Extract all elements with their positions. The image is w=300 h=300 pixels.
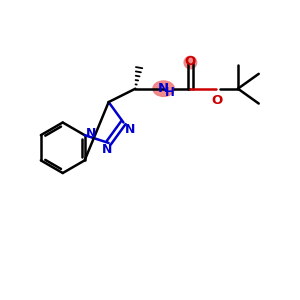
Text: N: N <box>158 82 169 95</box>
Text: O: O <box>185 55 196 68</box>
Ellipse shape <box>184 56 196 69</box>
Text: H: H <box>165 86 175 99</box>
Ellipse shape <box>153 81 174 96</box>
Text: N: N <box>86 127 96 140</box>
Text: N: N <box>125 122 135 136</box>
Text: O: O <box>211 94 222 107</box>
Text: N: N <box>102 143 112 156</box>
